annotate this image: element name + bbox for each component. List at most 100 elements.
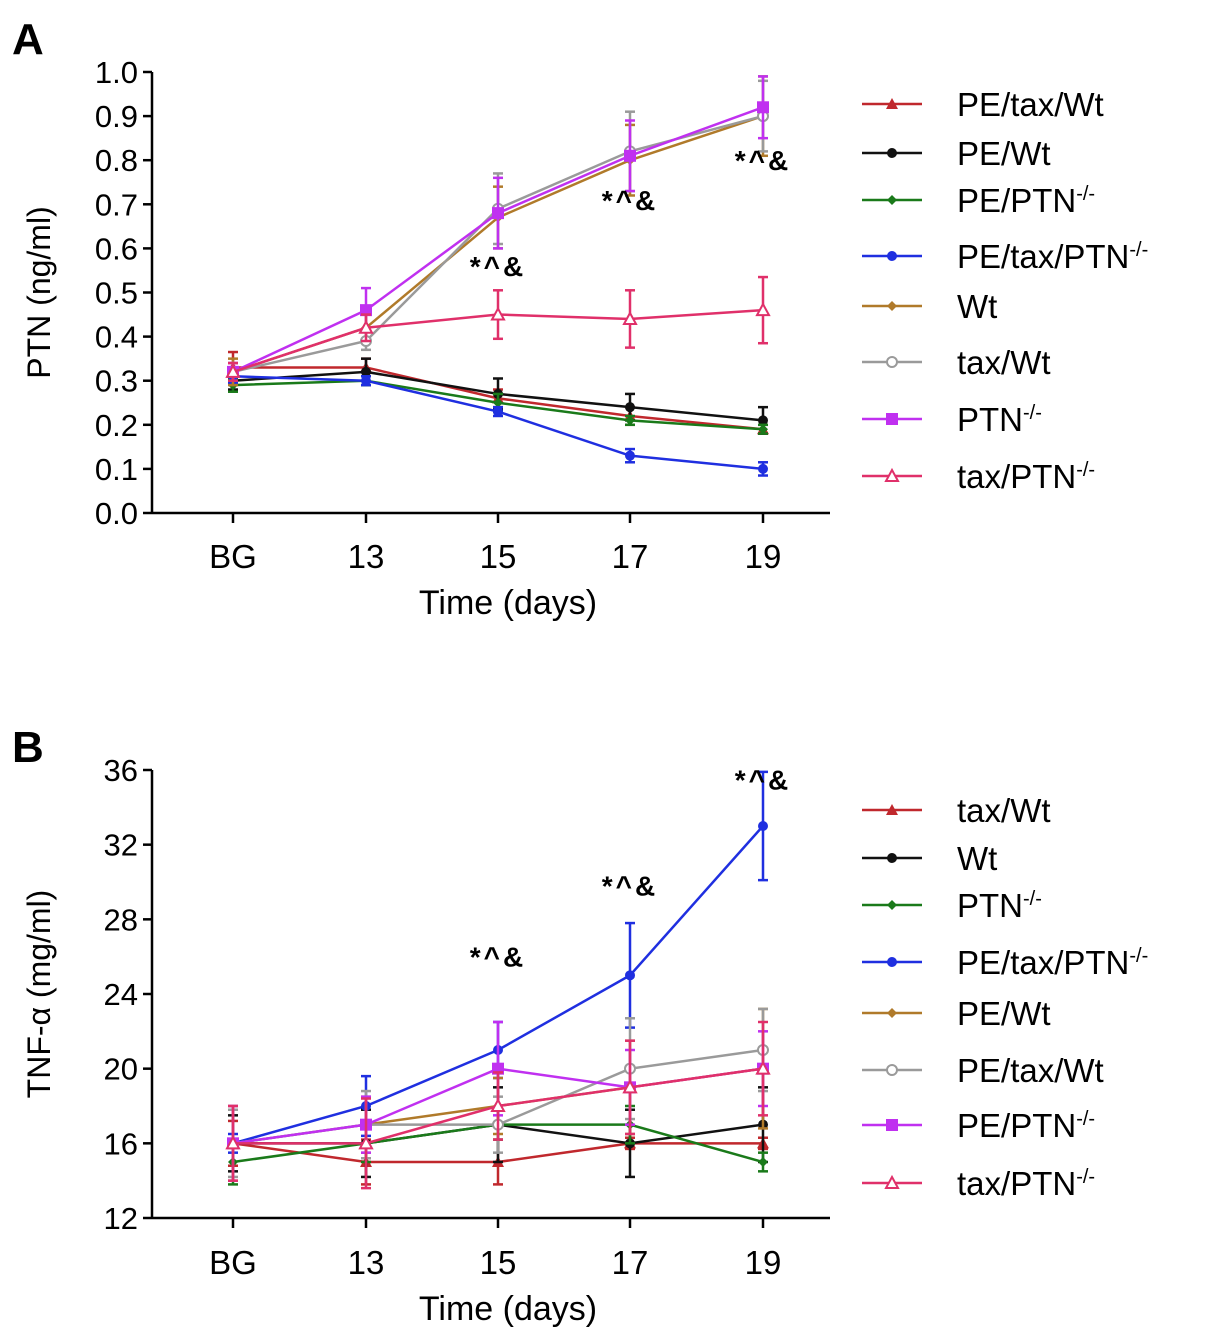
y-tick-label: 0.7 bbox=[95, 187, 138, 222]
marker-open-circle bbox=[886, 1064, 898, 1076]
marker-square bbox=[757, 101, 769, 114]
legend-item: tax/Wt bbox=[862, 344, 1051, 381]
legend-label: tax/Wt bbox=[957, 344, 1051, 381]
x-tick-label: 19 bbox=[745, 1244, 782, 1281]
legend-label: PE/tax/Wt bbox=[957, 86, 1104, 123]
marker-open-triangle bbox=[884, 1174, 900, 1189]
marker-square bbox=[360, 304, 372, 317]
chart-panel-A: A 0.0 0.1 0.2 0.3 0.4 0.5 0.6 0.7 0.8 0.9 1.0 BG 13 15… bbox=[12, 15, 1148, 622]
y-tick-label: 0.8 bbox=[95, 143, 138, 178]
legend-label-text: tax/Wt bbox=[957, 792, 1051, 829]
marker-diamond bbox=[758, 424, 768, 435]
marker-diamond bbox=[758, 1157, 768, 1167]
superscript: -/- bbox=[1129, 945, 1148, 967]
legend-label-text: PE/Wt bbox=[957, 135, 1051, 172]
legend-item: tax/PTN-/- bbox=[862, 458, 1095, 495]
marker-square bbox=[492, 207, 504, 220]
y-tick-label: 20 bbox=[104, 1052, 138, 1087]
significance-annotation: *^& bbox=[602, 185, 658, 216]
marker-diamond bbox=[887, 900, 897, 910]
marker-open-triangle bbox=[490, 306, 506, 321]
marker-open-triangle bbox=[225, 363, 241, 378]
x-tick-label: 15 bbox=[480, 538, 517, 575]
legend-item: tax/PTN-/- bbox=[862, 1165, 1095, 1202]
x-tick-label: 13 bbox=[348, 1244, 385, 1281]
superscript: -/- bbox=[1076, 1166, 1095, 1188]
superscript: -/- bbox=[1076, 183, 1095, 205]
legend-label: tax/PTN-/- bbox=[957, 458, 1095, 495]
y-tick-label: 12 bbox=[104, 1201, 138, 1236]
y-tick-label: 36 bbox=[104, 753, 138, 788]
marker-diamond bbox=[625, 415, 635, 426]
legend-label: PE/tax/PTN-/- bbox=[957, 944, 1148, 981]
panel-label: A bbox=[12, 15, 44, 64]
marker-square bbox=[624, 149, 636, 162]
legend-item: PE/PTN-/- bbox=[862, 182, 1095, 219]
y-tick-label: 0.4 bbox=[95, 320, 138, 355]
marker-open-triangle bbox=[755, 302, 771, 317]
marker-open-circle bbox=[886, 356, 898, 368]
legend-label: Wt bbox=[957, 840, 997, 877]
legend-item: Wt bbox=[862, 288, 997, 325]
marker-circle bbox=[758, 821, 768, 831]
legend-label: PE/Wt bbox=[957, 135, 1051, 172]
legend-label-text: tax/Wt bbox=[957, 344, 1051, 381]
significance-annotation: *^& bbox=[470, 251, 526, 282]
x-tick-label: 17 bbox=[612, 538, 649, 575]
marker-circle bbox=[625, 970, 635, 981]
superscript: -/- bbox=[1076, 459, 1095, 481]
legend-label-text: tax/PTN bbox=[957, 1165, 1076, 1202]
marker-diamond bbox=[887, 301, 897, 311]
marker-open-triangle bbox=[884, 467, 900, 482]
legend-label: PE/PTN-/- bbox=[957, 1107, 1095, 1144]
x-tick-label: 15 bbox=[480, 1244, 517, 1281]
legend-label-text: PE/PTN bbox=[957, 1107, 1076, 1144]
legend-label-text: Wt bbox=[957, 288, 997, 325]
marker-circle bbox=[758, 463, 768, 474]
legend-item: PE/tax/PTN-/- bbox=[862, 238, 1148, 275]
superscript: -/- bbox=[1129, 239, 1148, 261]
y-axis-title: PTN (ng/ml) bbox=[21, 206, 57, 378]
marker-circle bbox=[625, 450, 635, 461]
marker-open-triangle bbox=[225, 1135, 241, 1150]
marker-open-triangle bbox=[358, 319, 374, 334]
legend-label: PTN-/- bbox=[957, 401, 1042, 438]
legend-label: Wt bbox=[957, 288, 997, 325]
legend-label: PE/tax/Wt bbox=[957, 1052, 1104, 1089]
legend-item: Wt bbox=[862, 840, 997, 877]
y-tick-label: 24 bbox=[104, 977, 138, 1012]
legend-item: PE/Wt bbox=[862, 995, 1051, 1032]
chart-panel-B: B 12 16 20 24 28 32 36 BG 13 15 17 19 Time (days) TNF-… bbox=[12, 723, 1148, 1328]
marker-circle bbox=[361, 366, 371, 377]
legend-label-text: PE/tax/PTN bbox=[957, 944, 1129, 981]
y-tick-label: 0.9 bbox=[95, 99, 138, 134]
panel-label: B bbox=[12, 723, 44, 772]
marker-circle bbox=[758, 415, 768, 426]
legend-label: PE/Wt bbox=[957, 995, 1051, 1032]
y-tick-label: 0.1 bbox=[95, 452, 138, 487]
marker-square bbox=[886, 1119, 898, 1131]
legend-item: PE/tax/PTN-/- bbox=[862, 944, 1148, 981]
marker-diamond bbox=[887, 1008, 897, 1018]
y-tick-label: 0.5 bbox=[95, 276, 138, 311]
legend-label: tax/Wt bbox=[957, 792, 1051, 829]
legend-item: PE/tax/Wt bbox=[862, 86, 1104, 123]
y-tick-label: 0.3 bbox=[95, 364, 138, 399]
legend-label-text: PTN bbox=[957, 887, 1023, 924]
legend-label-text: Wt bbox=[957, 840, 997, 877]
legend-label-text: tax/PTN bbox=[957, 458, 1076, 495]
y-axis-title: TNF-α (mg/ml) bbox=[21, 890, 57, 1099]
marker-circle bbox=[493, 406, 503, 417]
legend-item: PE/PTN-/- bbox=[862, 1107, 1095, 1144]
legend-item: tax/Wt bbox=[862, 792, 1051, 829]
marker-circle bbox=[625, 402, 635, 413]
marker-circle bbox=[887, 853, 897, 863]
y-tick-label: 0.6 bbox=[95, 231, 138, 266]
marker-circle bbox=[887, 148, 897, 158]
legend-item: PTN-/- bbox=[862, 887, 1042, 924]
significance-annotation: *^& bbox=[735, 764, 791, 795]
x-tick-label: BG bbox=[209, 538, 257, 575]
marker-triangle bbox=[886, 98, 898, 109]
legend-label: PTN-/- bbox=[957, 887, 1042, 924]
